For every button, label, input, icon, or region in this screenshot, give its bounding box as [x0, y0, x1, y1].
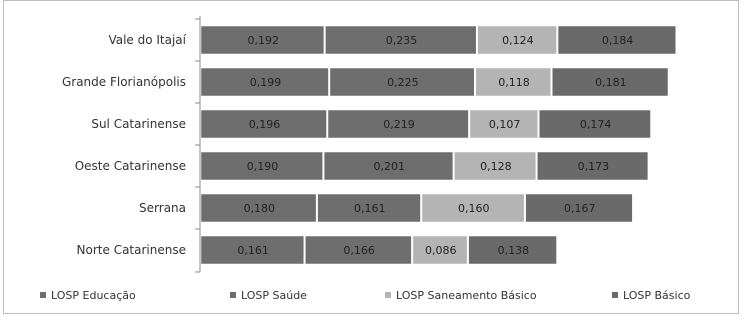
bar-segment	[200, 151, 323, 181]
bar-segment	[477, 25, 557, 55]
bar-segment	[469, 109, 539, 139]
bar-segment	[412, 235, 468, 265]
legend-swatch	[40, 292, 46, 298]
data-label: 0,180	[244, 202, 276, 215]
data-label: 0,190	[247, 160, 279, 173]
data-label: 0,160	[458, 202, 490, 215]
legend-swatch	[612, 292, 618, 298]
bar-segment	[323, 151, 454, 181]
data-label: 0,181	[595, 76, 627, 89]
category-label: Grande Florianópolis	[62, 75, 186, 89]
bar-segment	[329, 67, 475, 97]
legend-label: LOSP Saúde	[241, 289, 307, 302]
data-label: 0,161	[354, 202, 386, 215]
data-label: 0,128	[480, 160, 512, 173]
data-label: 0,219	[383, 118, 415, 131]
bar-segment	[200, 67, 329, 97]
data-label: 0,167	[564, 202, 596, 215]
legend-label: LOSP Saneamento Básico	[396, 289, 537, 302]
bar-segment	[305, 235, 412, 265]
category-label: Oeste Catarinense	[75, 159, 186, 173]
bar-segment	[200, 235, 305, 265]
legend-swatch	[385, 292, 391, 298]
bar-segment	[537, 151, 649, 181]
data-label: 0,174	[580, 118, 612, 131]
bar-segment	[327, 109, 469, 139]
data-label: 0,138	[498, 244, 530, 257]
data-label: 0,166	[343, 244, 375, 257]
bar-segment	[468, 235, 557, 265]
bar-segment	[539, 109, 651, 139]
bar-segment	[475, 67, 551, 97]
data-label: 0,086	[425, 244, 457, 257]
bar-segment	[200, 109, 327, 139]
category-label: Serrana	[139, 201, 186, 215]
data-label: 0,184	[602, 34, 634, 47]
bar-segment	[200, 25, 325, 55]
data-label: 0,196	[249, 118, 281, 131]
legend-label: LOSP Educação	[51, 289, 136, 302]
bar-segment	[317, 193, 421, 223]
bar-segment	[421, 193, 525, 223]
data-label: 0,124	[502, 34, 534, 47]
bar-segment	[200, 193, 317, 223]
category-label: Norte Catarinense	[77, 243, 186, 257]
data-label: 0,173	[578, 160, 610, 173]
data-label: 0,201	[373, 160, 405, 173]
data-label: 0,107	[489, 118, 521, 131]
bar-segment	[525, 193, 633, 223]
category-label: Vale do Itajaí	[108, 33, 186, 47]
bar-segment	[557, 25, 677, 55]
data-label: 0,161	[237, 244, 269, 257]
legend-label: LOSP Básico	[623, 289, 691, 302]
data-label: 0,235	[386, 34, 418, 47]
data-label: 0,225	[387, 76, 419, 89]
bar-segment	[325, 25, 477, 55]
category-label: Sul Catarinense	[91, 117, 186, 131]
bar-segment	[454, 151, 537, 181]
data-label: 0,199	[250, 76, 282, 89]
bar-segment	[551, 67, 669, 97]
legend-swatch	[230, 292, 236, 298]
data-label: 0,118	[498, 76, 530, 89]
data-label: 0,192	[247, 34, 279, 47]
